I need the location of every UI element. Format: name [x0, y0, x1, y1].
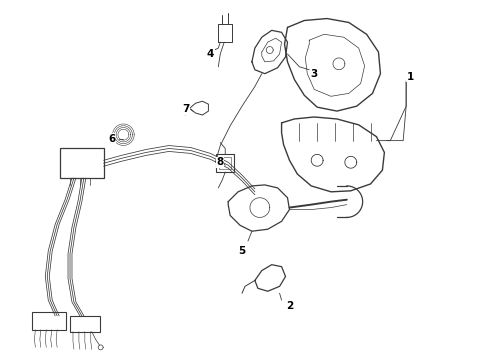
- Text: 6: 6: [108, 134, 115, 144]
- Bar: [60, 148, 103, 178]
- Text: 1: 1: [406, 72, 413, 82]
- Bar: [219, 157, 231, 169]
- Text: 4: 4: [206, 49, 214, 59]
- Text: 2: 2: [285, 301, 292, 311]
- Text: 8: 8: [216, 157, 224, 167]
- Text: 5: 5: [238, 246, 245, 256]
- Bar: [32, 312, 66, 330]
- Bar: [70, 316, 100, 332]
- Text: 3: 3: [310, 69, 317, 79]
- Bar: [216, 154, 234, 172]
- Text: 7: 7: [182, 104, 189, 114]
